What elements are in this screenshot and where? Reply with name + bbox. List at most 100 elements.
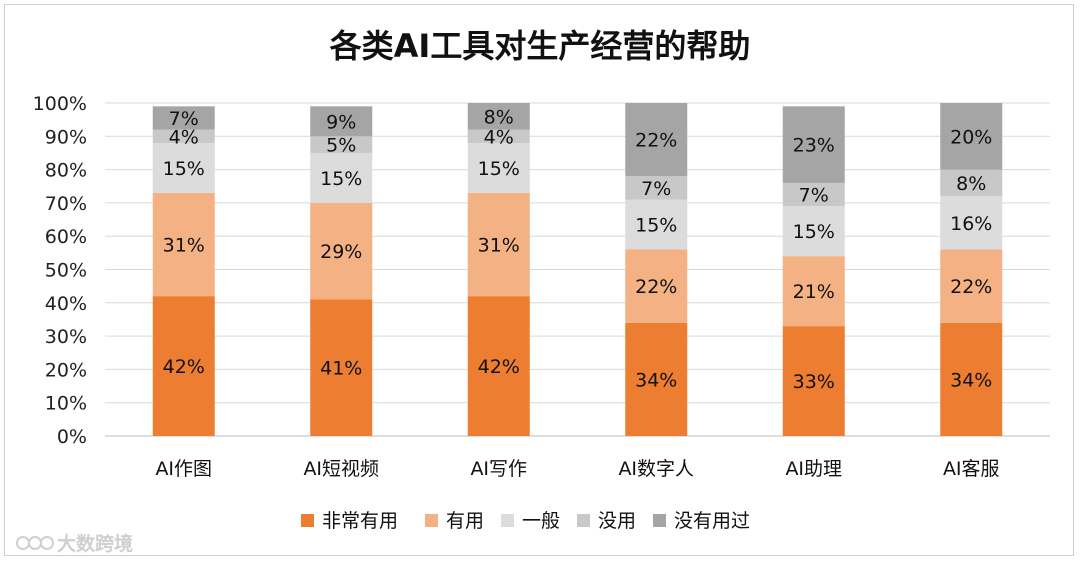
x-axis-categories: AI作图 AI短视频 AI写作 AI数字人 AI助理 AI客服	[155, 458, 999, 480]
legend-item: 有用	[425, 510, 484, 532]
legend-label: 没有用过	[674, 510, 750, 532]
bar-segment	[625, 249, 688, 323]
data-label: 33%	[793, 371, 835, 393]
bar-segment	[782, 206, 845, 257]
data-label: 34%	[950, 369, 992, 391]
data-label: 42%	[163, 356, 205, 378]
legend-swatch	[501, 514, 514, 527]
bar-segment	[940, 249, 1003, 323]
x-category-label: AI短视频	[303, 458, 379, 480]
bar-segment	[940, 196, 1003, 250]
legend-swatch	[301, 514, 314, 527]
bar-segment	[940, 169, 1003, 197]
bar-segment	[310, 299, 373, 436]
bar-segment	[152, 192, 215, 297]
data-label: 7%	[641, 178, 671, 200]
data-label: 16%	[950, 213, 992, 235]
data-label: 21%	[793, 281, 835, 303]
data-label: 15%	[478, 158, 520, 180]
x-category-label: AI助理	[785, 458, 842, 480]
data-label: 7%	[799, 185, 829, 207]
data-label: 31%	[478, 235, 520, 257]
bar-segment	[940, 322, 1003, 436]
data-label: 29%	[320, 241, 362, 263]
x-category-label: AI作图	[155, 458, 212, 480]
data-label: 20%	[950, 126, 992, 148]
data-label: 5%	[326, 135, 356, 157]
watermark-logo-icon	[16, 536, 54, 550]
bar-segment	[467, 296, 530, 436]
y-tick-label: 60%	[45, 226, 87, 248]
x-category-label: AI数字人	[618, 458, 694, 480]
bar-segment	[152, 106, 215, 130]
y-tick-label: 90%	[45, 126, 87, 148]
legend-swatch	[653, 514, 666, 527]
legend-swatch	[425, 514, 438, 527]
legend-swatch	[577, 514, 590, 527]
grid-lines	[105, 102, 1050, 437]
bar-segment	[310, 136, 373, 153]
bar-segment	[467, 129, 530, 143]
legend-item: 没用	[577, 510, 636, 532]
data-label: 7%	[169, 108, 199, 130]
data-label: 4%	[484, 126, 514, 148]
legend-label: 有用	[446, 510, 484, 532]
bar-segment	[152, 296, 215, 436]
bar-segment	[467, 142, 530, 193]
bar-segment	[940, 103, 1003, 170]
bar-segment	[625, 322, 688, 436]
y-tick-label: 100%	[33, 93, 87, 115]
legend-item: 没有用过	[653, 510, 750, 532]
data-label: 15%	[635, 215, 677, 237]
data-label: 8%	[956, 173, 986, 195]
data-label: 22%	[635, 276, 677, 298]
data-label: 31%	[163, 235, 205, 257]
watermark: 大数跨境	[16, 532, 133, 555]
y-tick-label: 20%	[45, 359, 87, 381]
data-label: 22%	[635, 130, 677, 152]
legend-item: 一般	[501, 510, 560, 532]
x-category-label: AI写作	[470, 458, 527, 480]
data-label: 41%	[320, 358, 362, 380]
x-category-label: AI客服	[943, 458, 1000, 480]
bar-segment	[782, 256, 845, 327]
y-tick-label: 40%	[45, 293, 87, 315]
bar-segment	[625, 176, 688, 200]
y-axis-ticks: 0% 10% 20% 30% 40% 50% 60% 70% 80% 90% 100%	[33, 93, 87, 448]
data-label: 8%	[484, 106, 514, 128]
data-label: 9%	[326, 111, 356, 133]
data-label: 15%	[320, 168, 362, 190]
data-label: 4%	[169, 126, 199, 148]
chart-title: 各类AI工具对生产经营的帮助	[330, 27, 751, 65]
chart-svg: 各类AI工具对生产经营的帮助 0% 10% 20% 30% 40% 50% 60% 70% 80…	[16, 27, 1050, 555]
bar-segment	[310, 152, 373, 203]
bar-segment	[625, 199, 688, 250]
y-tick-label: 50%	[45, 260, 87, 282]
y-tick-label: 70%	[45, 193, 87, 215]
data-label: 42%	[478, 356, 520, 378]
data-label: 34%	[635, 369, 677, 391]
data-label: 15%	[163, 158, 205, 180]
data-label: 23%	[793, 135, 835, 157]
bars	[152, 103, 1003, 436]
data-labels: 42%31%15%4%7%41%29%15%5%9%42%31%15%4%8%3…	[163, 106, 993, 393]
y-tick-label: 30%	[45, 326, 87, 348]
bar-segment	[467, 192, 530, 297]
y-tick-label: 80%	[45, 160, 87, 182]
legend: 非常有用 有用 一般 没用 没有用过	[301, 510, 750, 532]
y-tick-label: 10%	[45, 393, 87, 415]
bar-segment	[782, 106, 845, 183]
bar-segment	[467, 103, 530, 130]
legend-label: 非常有用	[322, 510, 398, 532]
bar-segment	[782, 182, 845, 207]
legend-label: 没用	[598, 510, 636, 532]
y-tick-label: 0%	[57, 426, 87, 448]
chart-frame: 各类AI工具对生产经营的帮助 0% 10% 20% 30% 40% 50% 60% 70% 80…	[4, 4, 1074, 556]
data-label: 22%	[950, 276, 992, 298]
bar-segment	[782, 326, 845, 436]
bar-segment	[310, 106, 373, 137]
legend-item: 非常有用	[301, 510, 398, 532]
bar-segment	[310, 202, 373, 300]
bar-segment	[625, 103, 688, 177]
bar-segment	[152, 142, 215, 193]
